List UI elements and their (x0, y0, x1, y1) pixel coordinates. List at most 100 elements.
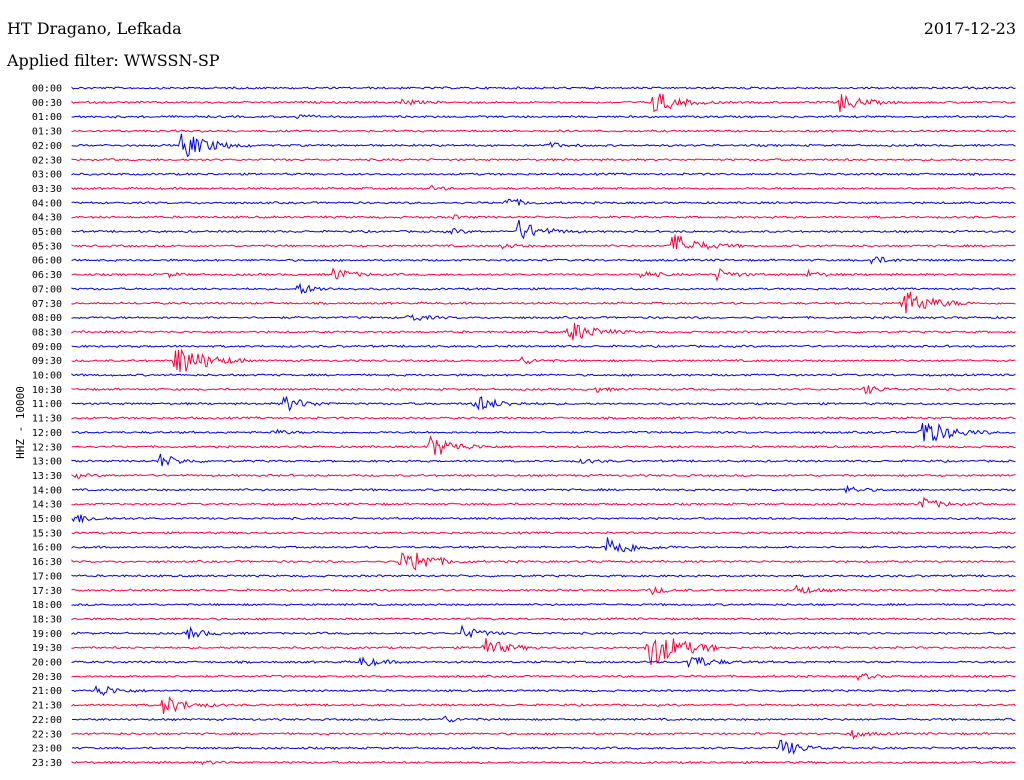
trace-row (71, 291, 1016, 314)
row-label: 14:30 (32, 500, 62, 511)
row-label: 14:00 (32, 485, 62, 496)
row-label: 19:30 (32, 643, 62, 654)
trace-row (71, 672, 1016, 682)
trace-row (71, 484, 1016, 494)
trace-row (71, 348, 1016, 372)
row-label: 22:00 (32, 715, 62, 726)
trace-row (71, 322, 1016, 341)
trace-row (71, 602, 1016, 607)
row-label: 20:30 (32, 672, 62, 683)
row-label: 00:00 (32, 84, 62, 95)
row-label: 09:00 (32, 342, 62, 353)
row-label: 20:00 (32, 658, 62, 669)
trace-row (71, 715, 1016, 723)
row-label: 02:30 (32, 155, 62, 166)
row-label: 17:30 (32, 586, 62, 597)
row-label: 13:30 (32, 471, 62, 482)
row-label: 13:00 (32, 457, 62, 468)
trace-row (71, 656, 1016, 669)
trace-row (71, 157, 1016, 162)
row-label: 22:30 (32, 729, 62, 740)
trace-row (71, 86, 1016, 90)
row-label: 17:00 (32, 571, 62, 582)
row-label: 10:00 (32, 371, 62, 382)
row-label: 12:30 (32, 442, 62, 453)
row-label: 21:00 (32, 686, 62, 697)
trace-row (71, 234, 1016, 251)
filter-label: Applied filter: WWSSN-SP (7, 51, 220, 70)
trace-row (71, 267, 1016, 282)
trace-row (71, 114, 1016, 120)
trace-row (71, 198, 1016, 206)
row-label: 19:00 (32, 629, 62, 640)
trace-row (71, 422, 1016, 442)
trace-row (71, 537, 1016, 553)
row-label: 04:30 (32, 213, 62, 224)
trace-row (71, 514, 1016, 524)
row-label: 06:30 (32, 270, 62, 281)
row-label: 02:00 (32, 141, 62, 152)
row-label: 08:30 (32, 327, 62, 338)
row-label: 01:30 (32, 127, 62, 138)
trace-row (71, 453, 1016, 467)
trace-row (71, 685, 1016, 696)
trace-row (71, 730, 1016, 740)
station-title: HT Dragano, Lefkada (7, 19, 182, 38)
trace-row (71, 531, 1016, 535)
row-label: 18:00 (32, 600, 62, 611)
row-label-group: 00:00 00:30 01:00 01:30 02:00 02:30 03:00 03:30… (32, 84, 62, 769)
row-label: 03:00 (32, 170, 62, 181)
trace-row (71, 314, 1016, 322)
trace-row (71, 496, 1016, 509)
trace-row (71, 435, 1016, 456)
row-label: 18:30 (32, 614, 62, 625)
trace-group (71, 86, 1016, 766)
trace-row (71, 129, 1016, 133)
row-label: 10:30 (32, 385, 62, 396)
trace-row (71, 396, 1016, 412)
trace-row (71, 552, 1016, 571)
row-label: 11:00 (32, 399, 62, 410)
trace-row (71, 584, 1016, 596)
trace-row (71, 739, 1016, 755)
trace-row (71, 133, 1016, 158)
row-label: 09:30 (32, 356, 62, 367)
trace-row (71, 473, 1016, 479)
trace-row (71, 385, 1016, 395)
row-label: 07:00 (32, 284, 62, 295)
row-label: 06:00 (32, 256, 62, 267)
trace-row (71, 219, 1016, 240)
row-label: 00:30 (32, 98, 62, 109)
trace-row (71, 256, 1016, 265)
trace-row (71, 696, 1016, 715)
row-label: 21:30 (32, 701, 62, 712)
row-label: 16:00 (32, 543, 62, 554)
row-label: 23:00 (32, 744, 62, 755)
trace-row (71, 344, 1016, 349)
row-label: 12:00 (32, 428, 62, 439)
trace-row (71, 624, 1016, 640)
trace-row (71, 574, 1016, 578)
row-label: 15:30 (32, 528, 62, 539)
row-label: 07:30 (32, 299, 62, 310)
row-label: 05:30 (32, 241, 62, 252)
trace-row (71, 637, 1016, 666)
row-label: 15:00 (32, 514, 62, 525)
row-label: 03:30 (32, 184, 62, 195)
trace-row (71, 93, 1016, 113)
row-label: 01:00 (32, 112, 62, 123)
trace-row (71, 282, 1016, 295)
row-label: 05:00 (32, 227, 62, 238)
row-label: 23:30 (32, 758, 62, 769)
trace-row (71, 172, 1016, 177)
row-label: 04:00 (32, 198, 62, 209)
trace-row (71, 214, 1016, 220)
trace-row (71, 760, 1016, 766)
row-label: 11:30 (32, 414, 62, 425)
record-date: 2017-12-23 (923, 19, 1016, 38)
trace-row (71, 416, 1016, 420)
trace-row (71, 617, 1016, 621)
row-label: 08:00 (32, 313, 62, 324)
trace-row (71, 373, 1016, 377)
